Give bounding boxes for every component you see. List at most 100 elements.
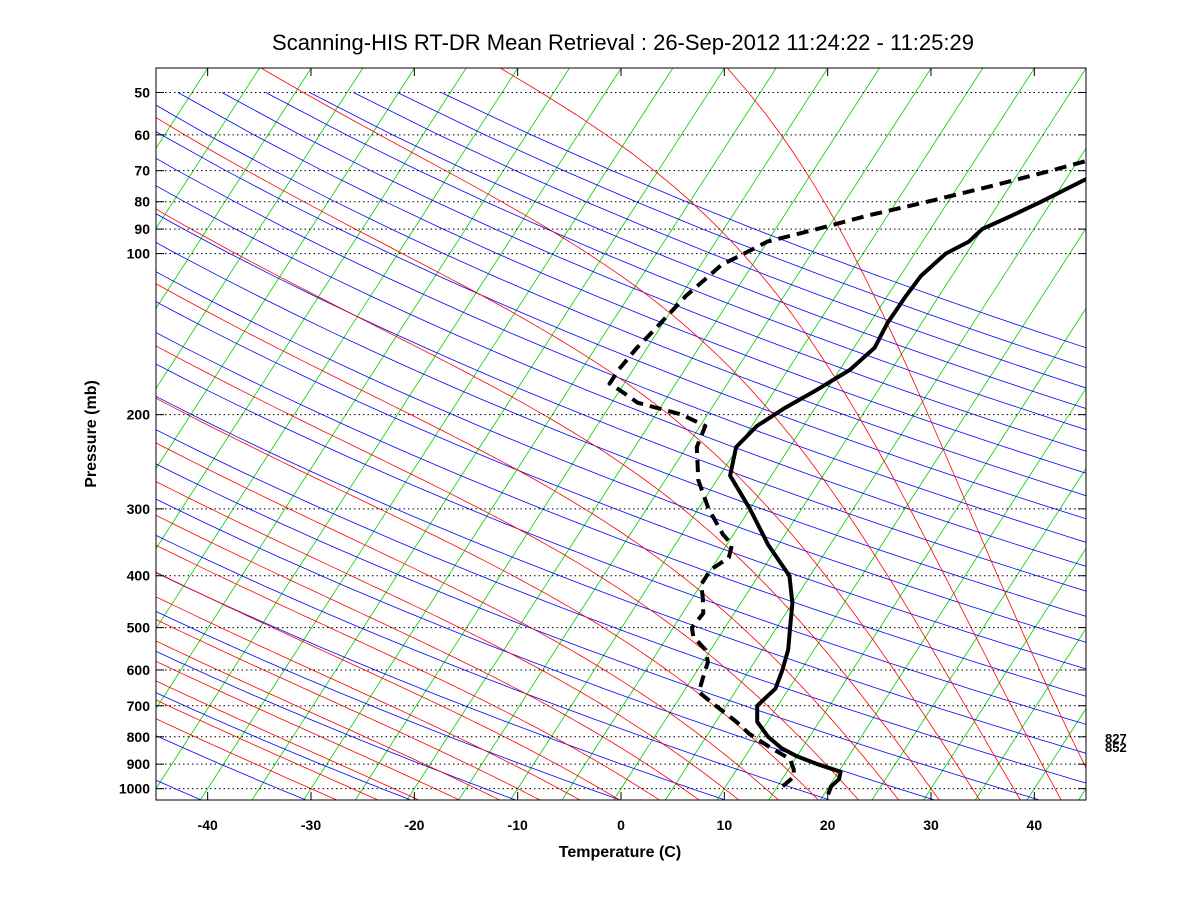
moist-adiabat-line: [156, 718, 337, 800]
isotherm-line: [0, 68, 1, 800]
isotherm-line: [820, 387, 1086, 800]
y-tick-label: 900: [127, 756, 151, 772]
x-tick-label: -30: [301, 817, 321, 833]
chart-title: Scanning-HIS RT-DR Mean Retrieval : 26-S…: [272, 30, 974, 55]
x-tick-label: 40: [1027, 817, 1043, 833]
y-axis-label: Pressure (mb): [83, 380, 100, 488]
dry-adiabat-line: [156, 735, 307, 800]
y-tick-label: 700: [127, 698, 151, 714]
isotherm-line: [156, 68, 415, 470]
isotherm-line: [665, 147, 1086, 800]
isotherm-line: [251, 68, 725, 800]
moist-adiabat-line: [156, 345, 859, 800]
y-tick-label: 300: [127, 501, 151, 517]
isotherm-line: [156, 68, 260, 230]
isotherm-line: [355, 68, 829, 800]
y-tick-label: 70: [134, 163, 150, 179]
moist-adiabat-line: [156, 680, 419, 800]
dry-adiabat-line: [156, 572, 726, 800]
pressure-gridlines: [156, 91, 1086, 790]
y-tick-label: 800: [127, 729, 151, 745]
x-tick-label: 20: [820, 817, 836, 833]
moist-adiabat-line: [156, 699, 379, 800]
moist-adiabat-line: [156, 117, 981, 800]
dry-adiabat-line: [156, 157, 1086, 543]
y-tick-label: 1000: [119, 781, 150, 797]
isotherm-line: [975, 627, 1086, 800]
moist-adiabat-line: [156, 596, 581, 800]
x-tick-label: 0: [617, 817, 625, 833]
moist-adiabat-line: [156, 544, 660, 800]
x-tick-label: 10: [717, 817, 733, 833]
isotherm-line: [923, 547, 1086, 800]
dry-adiabat-line: [156, 429, 1086, 784]
dry-adiabat-line: [156, 650, 516, 800]
moist-adiabat-line: [156, 397, 819, 800]
moist-adiabat-line: [156, 481, 740, 800]
dry-adiabat-line: [156, 534, 831, 800]
isotherm-line: [1026, 707, 1086, 800]
dewpoint-profile-line: [607, 159, 1086, 788]
x-tick-label: -40: [198, 817, 218, 833]
isotherm-line: [156, 68, 312, 310]
dry-adiabat-line: [177, 92, 1086, 474]
isotherm-line: [871, 467, 1086, 800]
isotherm-line: [303, 68, 777, 800]
moist-adiabat-line: [156, 208, 940, 800]
dry-adiabat-line: [156, 241, 1086, 617]
isotherm-line: [1130, 68, 1200, 800]
dry-adiabat-line: [156, 779, 202, 800]
isotherm-line: [156, 68, 519, 630]
dry-adiabat-line: [221, 92, 1086, 452]
y-tick-label: 100: [127, 246, 151, 262]
side-annotation-2: 852: [1105, 740, 1127, 755]
profile-series: [607, 159, 1086, 796]
y-tick-label: 50: [134, 84, 150, 100]
dry-adiabat-line: [156, 104, 1086, 497]
isotherm-line: [156, 68, 570, 710]
dry-adiabat-line: [156, 463, 1040, 800]
dry-adiabat-line: [156, 271, 1086, 643]
dry-adiabat-line: [156, 213, 1086, 592]
isotherm-line: [406, 68, 880, 800]
isotherm-line: [156, 68, 364, 390]
moist-adiabat-line: [156, 442, 779, 800]
moist-adiabat-line: [156, 640, 500, 800]
x-axis-label: Temperature (C): [559, 844, 681, 861]
dry-adiabat-line: [156, 692, 411, 800]
y-tick-label: 400: [127, 568, 151, 584]
temperature-profile-line: [728, 176, 1086, 796]
dry-adiabat-line: [156, 395, 1086, 754]
isotherm-line: [458, 68, 932, 800]
isotherm-line: [0, 68, 53, 800]
dry-adiabat-line: [156, 363, 1086, 725]
y-axis-ticks: 50 60 70 80 90 100 200 300 400 500 600 700 800 900 100…: [119, 84, 1086, 797]
moist-adiabat-line: [499, 68, 1062, 800]
isotherm-line: [613, 68, 1086, 800]
isotherm-line: [716, 227, 1086, 800]
x-tick-label: -20: [404, 817, 424, 833]
moist-adiabat-line: [156, 571, 620, 800]
y-tick-label: 80: [134, 194, 150, 210]
y-tick-label: 200: [127, 407, 151, 423]
moist-adiabat-line: [156, 283, 900, 800]
y-tick-label: 60: [134, 127, 150, 143]
moist-adiabat-line: [156, 619, 541, 800]
background-lines: [0, 68, 1200, 800]
moist-adiabat-line: [156, 514, 700, 800]
y-tick-label: 600: [127, 662, 151, 678]
isotherm-line: [1078, 787, 1086, 800]
x-axis-ticks: -40 -30 -20 -10 0 10 20 30 40: [198, 68, 1043, 833]
dry-adiabat-line: [156, 131, 1086, 520]
side-annotation-1: 827: [1105, 731, 1127, 746]
dry-adiabat-line: [156, 301, 1086, 670]
dry-adiabat-line: [156, 610, 621, 800]
dry-adiabat-line: [156, 332, 1086, 697]
isotherm-line: [156, 68, 622, 790]
y-tick-label: 90: [134, 221, 150, 237]
moist-adiabat-line: [726, 68, 1086, 769]
x-tick-label: 30: [923, 817, 939, 833]
dry-adiabat-line: [156, 185, 1086, 567]
y-tick-label: 500: [127, 620, 151, 636]
